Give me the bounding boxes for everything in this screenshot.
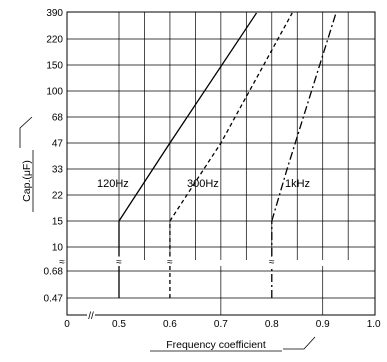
y-tick-label: 0.47 bbox=[44, 294, 64, 305]
y-ticks: 390 220 150 100 68 47 33 22 15 10 0.68 0.47 bbox=[44, 8, 64, 305]
x-ticks: 0 0.5 0.6 0.7 0.8 0.9 1.0 bbox=[64, 319, 381, 330]
x-axis-break-symbol: // bbox=[88, 311, 94, 322]
series-labels: 120Hz 300Hz 1kHz bbox=[97, 178, 310, 190]
break-mask bbox=[165, 257, 174, 264]
y-tick-label: 0.68 bbox=[44, 267, 64, 278]
y-tick-label: 220 bbox=[46, 35, 63, 46]
break-symbol: ≈ bbox=[167, 257, 173, 268]
x-axis-label-group: Frequency coefficient bbox=[150, 336, 316, 352]
x-axis-label: Frequency coefficient bbox=[166, 339, 266, 351]
plot-frame bbox=[66, 11, 376, 316]
break-symbol: ≈ bbox=[59, 257, 65, 268]
y-tick-label: 33 bbox=[52, 165, 64, 176]
y-tick-label: 100 bbox=[46, 87, 63, 98]
x-tick-label: 0.9 bbox=[316, 319, 330, 330]
y-tick-label: 10 bbox=[52, 243, 64, 254]
break-symbol: ≈ bbox=[116, 257, 122, 268]
x-tick-label: 0.5 bbox=[112, 319, 126, 330]
y-tick-label: 47 bbox=[52, 139, 64, 150]
x-axis-label-bracket bbox=[283, 336, 316, 350]
series-label: 1kHz bbox=[285, 178, 310, 190]
break-symbol: ≈ bbox=[269, 257, 275, 268]
x-tick-label: 0.7 bbox=[214, 319, 228, 330]
series-label: 300Hz bbox=[187, 178, 219, 190]
grid bbox=[67, 12, 375, 315]
y-axis-label-bracket bbox=[19, 116, 33, 148]
series-label: 120Hz bbox=[97, 178, 129, 190]
break-mask bbox=[115, 257, 123, 264]
axis-break-mask bbox=[87, 310, 95, 320]
y-tick-label: 22 bbox=[52, 191, 64, 202]
x-tick-label: 0 bbox=[64, 319, 70, 330]
series-line bbox=[271, 12, 337, 222]
y-tick-label: 15 bbox=[52, 217, 64, 228]
y-tick-label: 150 bbox=[46, 61, 63, 72]
series-line bbox=[118, 12, 258, 222]
y-tick-label: 68 bbox=[52, 113, 64, 124]
x-tick-label: 1.0 bbox=[367, 319, 381, 330]
y-axis-label-group: Cap.(μF) bbox=[19, 116, 34, 212]
y-tick-label: 390 bbox=[46, 8, 63, 19]
x-tick-label: 0.8 bbox=[265, 319, 279, 330]
series-line bbox=[169, 12, 293, 222]
x-tick-label: 0.6 bbox=[163, 319, 177, 330]
break-marks: ≈ ≈ ≈ ≈ // bbox=[58, 257, 276, 322]
break-mask bbox=[267, 257, 276, 264]
break-mask bbox=[58, 257, 66, 264]
series-lines bbox=[118, 12, 337, 298]
y-axis-label: Cap.(μF) bbox=[21, 160, 33, 202]
